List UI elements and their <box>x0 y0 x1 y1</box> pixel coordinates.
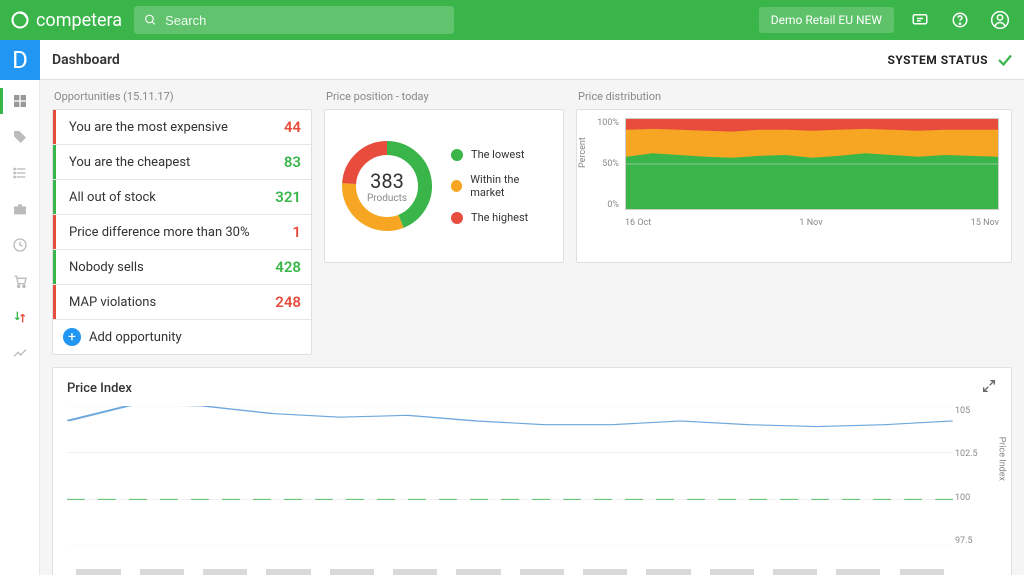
sub-bar: D Dashboard SYSTEM STATUS <box>0 40 1024 80</box>
plus-icon: + <box>63 328 81 346</box>
opportunity-row[interactable]: You are the most expensive 44 <box>53 110 311 145</box>
sidebar-item-briefcase[interactable] <box>4 196 36 222</box>
system-status-label: SYSTEM STATUS <box>887 53 988 67</box>
volume-bar <box>330 569 374 575</box>
sidebar-item-list[interactable] <box>4 160 36 186</box>
search-input[interactable] <box>165 13 444 28</box>
price-index-title: Price Index <box>67 381 132 396</box>
sidebar-item-analytics[interactable] <box>4 340 36 366</box>
volume-bar <box>456 569 500 575</box>
opportunity-label: Nobody sells <box>63 260 144 275</box>
search-icon <box>144 13 157 27</box>
dist-y-axis: 100%50%0% <box>589 118 623 210</box>
opportunity-row[interactable]: Price difference more than 30% 1 <box>53 215 311 250</box>
legend-dot-icon <box>451 149 463 161</box>
volume-bar <box>393 569 437 575</box>
price-distribution-panel: Price distribution Percent 100%50%0% 16 … <box>576 90 1012 355</box>
volume-bar <box>646 569 690 575</box>
add-opportunity-button[interactable]: + Add opportunity <box>53 320 311 354</box>
search-bar[interactable] <box>134 6 454 34</box>
volume-bar <box>266 569 310 575</box>
dist-plot <box>625 118 999 210</box>
brand-logo[interactable]: competera <box>10 10 122 31</box>
page-title: Dashboard <box>52 52 120 68</box>
price-position-panel: Price position - today 383 Products The … <box>324 90 564 355</box>
volume-bar <box>900 569 944 575</box>
opportunity-value: 1 <box>292 223 301 241</box>
price-distribution-label: Price distribution <box>576 90 1012 109</box>
legend-label: Within the market <box>470 173 551 199</box>
workspace-badge[interactable]: D <box>0 40 40 80</box>
opportunity-label: Price difference more than 30% <box>63 225 249 240</box>
price-index-bars: 0 <box>67 550 953 575</box>
dist-y-label: Percent <box>578 137 588 168</box>
donut-center-number: 383 <box>370 169 404 193</box>
brand-text: competera <box>36 10 122 31</box>
opportunity-label: All out of stock <box>63 190 156 205</box>
sidebar-item-dashboard[interactable] <box>4 88 36 114</box>
help-icon[interactable] <box>946 6 974 34</box>
opportunity-row[interactable]: MAP violations 248 <box>53 285 311 320</box>
donut-chart: 383 Products <box>337 136 437 236</box>
sidebar-item-history[interactable] <box>4 232 36 258</box>
legend-dot-icon <box>451 180 462 192</box>
donut-center-label: Products <box>367 193 407 204</box>
legend-item: Within the market <box>451 173 551 199</box>
chat-icon[interactable] <box>906 6 934 34</box>
legend-label: The highest <box>471 211 528 224</box>
user-icon[interactable] <box>986 6 1014 34</box>
price-index-plot <box>67 406 953 546</box>
sidebar-item-tags[interactable] <box>4 124 36 150</box>
price-position-label: Price position - today <box>324 90 564 109</box>
logo-icon <box>10 10 30 30</box>
content-area: Opportunities (15.11.17) You are the mos… <box>40 80 1024 575</box>
legend-item: The lowest <box>451 148 551 161</box>
status-check-icon <box>996 51 1014 69</box>
opportunity-value: 248 <box>275 293 301 311</box>
opportunity-row[interactable]: All out of stock 321 <box>53 180 311 215</box>
volume-bar <box>710 569 754 575</box>
volume-bar <box>203 569 247 575</box>
legend-dot-icon <box>451 212 463 224</box>
opportunity-row[interactable]: Nobody sells 428 <box>53 250 311 285</box>
top-bar: competera Demo Retail EU NEW <box>0 0 1024 40</box>
opportunity-row[interactable]: You are the cheapest 83 <box>53 145 311 180</box>
price-position-legend: The lowest Within the market The highest <box>451 148 551 224</box>
price-index-panel: Price Index 105102.510097.5 Price Index … <box>52 367 1012 575</box>
volume-bar <box>140 569 184 575</box>
price-index-y-axis: 105102.510097.5 <box>955 406 981 546</box>
legend-label: The lowest <box>471 148 525 161</box>
opportunity-value: 83 <box>284 153 301 171</box>
price-index-y-label: Price Index <box>996 437 1006 481</box>
dist-x-axis: 16 Oct1 Nov15 Nov <box>625 218 999 228</box>
volume-bar <box>520 569 564 575</box>
opportunity-label: MAP violations <box>63 295 156 310</box>
expand-icon[interactable] <box>981 378 997 398</box>
opportunity-label: You are the cheapest <box>63 155 190 170</box>
sidebar <box>0 80 40 575</box>
demo-badge[interactable]: Demo Retail EU NEW <box>759 7 894 33</box>
opportunities-label: Opportunities (15.11.17) <box>52 90 312 109</box>
volume-bar <box>583 569 627 575</box>
opportunity-value: 428 <box>275 258 301 276</box>
volume-bar <box>773 569 817 575</box>
opportunity-value: 321 <box>275 188 301 206</box>
sidebar-item-transfer[interactable] <box>4 304 36 330</box>
sidebar-item-cart[interactable] <box>4 268 36 294</box>
opportunities-panel: Opportunities (15.11.17) You are the mos… <box>52 90 312 355</box>
opportunity-label: You are the most expensive <box>63 120 228 135</box>
opportunity-value: 44 <box>284 118 301 136</box>
legend-item: The highest <box>451 211 551 224</box>
volume-bar <box>836 569 880 575</box>
add-opportunity-label: Add opportunity <box>89 330 182 345</box>
volume-bar <box>76 569 120 575</box>
